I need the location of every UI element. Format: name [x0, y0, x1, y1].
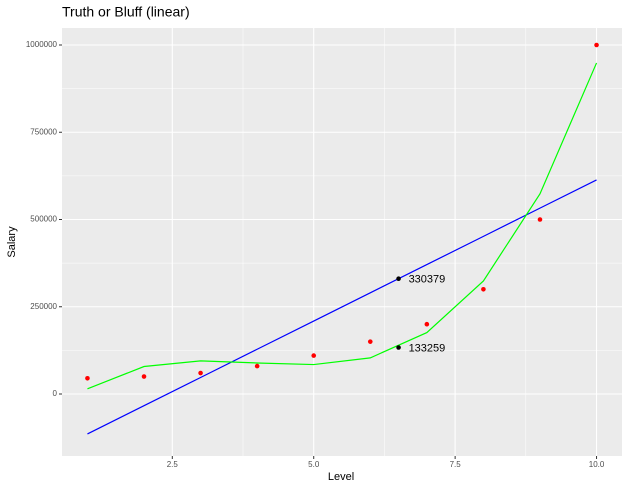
fit-line: [87, 179, 597, 435]
annotation-label: 330379: [409, 274, 446, 286]
x-axis-title: Level: [328, 471, 354, 483]
x-tick-label: 2.5: [167, 460, 179, 469]
point: [254, 363, 260, 369]
y-axis-title: Salary: [6, 226, 18, 258]
point: [424, 321, 430, 327]
y-tick-label: 1000000: [26, 40, 58, 49]
x-tick-label: 10.0: [589, 460, 605, 469]
fit-line: [87, 62, 598, 390]
panel: [62, 28, 622, 456]
annotation-point: [396, 276, 401, 281]
annotation-point: [396, 345, 401, 350]
annotation-label: 133259: [409, 342, 446, 354]
point: [537, 217, 543, 222]
point: [198, 370, 203, 376]
point: [141, 374, 147, 379]
y-tick-label: 250000: [30, 302, 57, 311]
x-tick-label: 5.0: [308, 460, 320, 469]
chart-title: Truth or Bluff (linear): [62, 4, 190, 20]
point: [85, 375, 90, 381]
point: [481, 286, 486, 292]
point: [311, 353, 317, 358]
y-tick-label: 500000: [30, 215, 57, 224]
y-tick-label: 750000: [30, 127, 57, 136]
x-tick-label: 7.5: [450, 460, 462, 469]
point: [594, 42, 599, 48]
y-tick-label: 0: [53, 389, 58, 398]
point: [367, 339, 373, 344]
